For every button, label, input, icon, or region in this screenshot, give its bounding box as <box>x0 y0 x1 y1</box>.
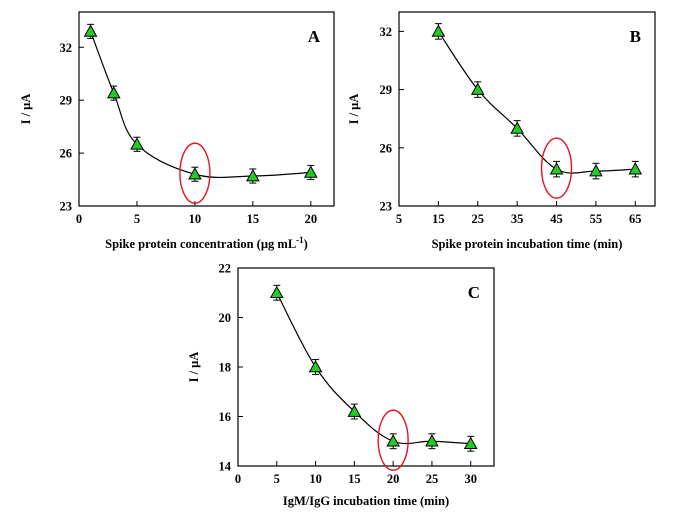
x-tick-label: 20 <box>305 212 318 226</box>
data-point <box>130 137 144 150</box>
x-tick-label: 0 <box>76 212 82 226</box>
x-tick-label: 25 <box>472 212 485 226</box>
data-point <box>431 24 446 37</box>
data-point <box>589 164 603 177</box>
data-point <box>470 82 485 95</box>
highlight-ellipse <box>377 409 409 471</box>
data-point <box>549 162 564 175</box>
data-point <box>510 121 525 134</box>
y-axis-label: I / µA <box>19 94 33 125</box>
x-axis-label: IgM/IgG incubation time (min) <box>283 494 449 508</box>
plot-frame <box>398 11 656 207</box>
y-tick-label: 32 <box>380 25 393 39</box>
x-tick-label: 25 <box>426 472 439 486</box>
x-tick-label: 30 <box>464 472 477 486</box>
y-tick-label: 32 <box>60 41 73 55</box>
x-tick-label: 5 <box>396 212 402 226</box>
y-tick-label: 23 <box>380 200 393 214</box>
y-tick-label: 14 <box>219 460 232 474</box>
x-tick-label: 15 <box>247 212 260 226</box>
data-point <box>463 436 478 450</box>
panel-label: A <box>308 27 321 46</box>
y-tick-label: 26 <box>380 141 393 155</box>
data-point <box>628 162 643 175</box>
data-point <box>308 359 323 373</box>
data-point <box>303 165 318 178</box>
data-point <box>188 167 202 180</box>
chart-panel-c: 0 5 10 15 20 25 30 14 16 18 20 22 I / µA IgM/IgG incu… <box>187 262 495 508</box>
panel-label: B <box>630 27 641 46</box>
x-tick-label: 15 <box>348 472 361 486</box>
highlight-ellipse <box>179 142 211 204</box>
plot-frame <box>78 11 335 207</box>
y-tick-label: 29 <box>380 83 393 97</box>
y-tick-label: 16 <box>219 410 232 424</box>
x-tick-label: 20 <box>387 472 400 486</box>
chart-panel-a: 0 5 10 15 20 23 26 29 32 I / µA Spike protein conc… <box>19 11 335 251</box>
x-tick-label: 55 <box>590 212 603 226</box>
x-tick-label: 65 <box>629 212 642 226</box>
y-axis-label: I / µA <box>187 352 201 383</box>
series-line <box>90 31 311 179</box>
y-axis-label: I / µA <box>347 94 361 125</box>
panel-label: C <box>468 283 480 302</box>
x-tick-label: 5 <box>274 472 280 486</box>
y-tick-label: 23 <box>60 200 73 214</box>
x-axis-label: Spike protein concentration (µg mL-1) <box>105 235 308 251</box>
data-point <box>347 404 362 417</box>
y-tick-label: 22 <box>219 262 232 276</box>
data-point <box>425 434 439 447</box>
series-line <box>437 31 636 174</box>
data-point <box>83 24 98 37</box>
x-tick-label: 10 <box>189 212 202 226</box>
x-tick-label: 45 <box>550 212 563 226</box>
highlight-ellipse <box>540 137 573 199</box>
series-line <box>276 292 471 445</box>
data-point <box>269 285 284 299</box>
chart-panel-b: 5 15 25 35 45 55 65 23 26 29 32 I / µA Spike protein… <box>347 11 656 251</box>
data-point <box>106 86 121 99</box>
x-tick-label: 5 <box>134 212 140 226</box>
y-tick-label: 29 <box>60 94 73 108</box>
x-tick-label: 0 <box>235 472 241 486</box>
x-tick-label: 35 <box>511 212 524 226</box>
y-tick-label: 20 <box>219 311 232 325</box>
y-tick-label: 26 <box>60 147 73 161</box>
x-tick-label: 10 <box>309 472 322 486</box>
data-point <box>246 168 260 182</box>
x-axis-label: Spike protein incubation time (min) <box>432 237 623 251</box>
x-tick-label: 15 <box>432 212 445 226</box>
data-point <box>386 434 401 447</box>
y-tick-label: 18 <box>219 361 232 375</box>
